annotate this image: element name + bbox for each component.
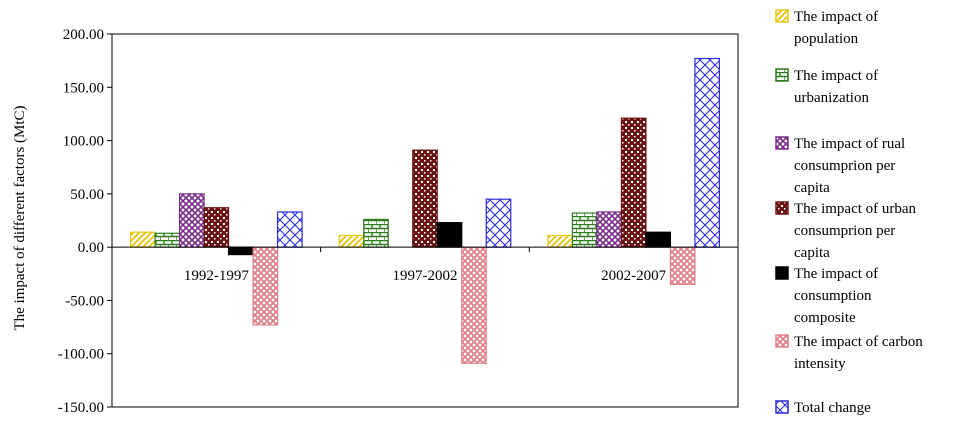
legend-label: composite [794, 310, 856, 326]
legend-label: The impact of [794, 9, 878, 25]
bar [129, 231, 156, 248]
legend-label: consumprion per [794, 158, 895, 174]
y-tick-label: 50.00 [70, 187, 104, 203]
bar [461, 246, 487, 364]
legend-item: The impact of population [775, 9, 878, 47]
legend-swatch [775, 68, 789, 82]
y-tick-label: -100.00 [58, 347, 104, 363]
legend-label: consumption [794, 288, 872, 304]
legend-label: The impact of [794, 68, 878, 84]
legend-label: consumprion per [794, 223, 895, 239]
legend-swatch [775, 266, 789, 280]
legend-swatch [775, 400, 789, 414]
legend-item: The impact of carbon intensity [775, 334, 923, 372]
bar [338, 234, 365, 248]
axes [107, 33, 739, 408]
legend-label: The impact of urban [794, 201, 917, 217]
legend-swatch [775, 136, 789, 150]
bar [178, 193, 205, 248]
legend: The impact of population The impact of urba… [775, 9, 923, 416]
legend-label: intensity [794, 356, 846, 372]
legend-item: The impact of urban consumprion per capita [775, 201, 917, 261]
bar [694, 57, 721, 248]
plot-border [111, 33, 739, 408]
y-tick-label: 100.00 [63, 134, 104, 150]
legend-label: The impact of rual [794, 136, 905, 152]
legend-label: capita [794, 180, 830, 196]
x-tick-label: 1997-2002 [393, 268, 458, 284]
y-tick-label: 150.00 [63, 80, 104, 96]
bar [363, 218, 389, 248]
plot-area [111, 33, 739, 408]
y-axis-label: The impact of different factors (MtC) [12, 105, 28, 330]
bar [252, 246, 279, 326]
x-tick-label: 2002-2007 [601, 268, 666, 284]
bar [669, 246, 696, 286]
legend-swatch [775, 334, 789, 348]
bar [203, 207, 230, 248]
y-tick-label: -150.00 [58, 400, 104, 416]
y-tick-label: 200.00 [63, 27, 104, 43]
bar [645, 231, 672, 248]
legend-label: The impact of [794, 266, 878, 282]
legend-label: capita [794, 245, 830, 261]
legend-label: population [794, 31, 859, 47]
bar [620, 117, 647, 248]
legend-label: urbanization [794, 90, 869, 106]
bar [276, 211, 303, 248]
legend-swatch [775, 201, 789, 215]
bar [571, 212, 598, 248]
legend-item: The impact of consumption composite [775, 266, 878, 326]
bars [129, 57, 721, 364]
bar [154, 232, 181, 248]
legend-item: Total change [775, 400, 871, 416]
bar [547, 234, 574, 248]
labels: -150.00 -100.00 -50.00 0.00 50.00 100.00 150.0… [58, 27, 667, 416]
legend-label: Total change [794, 400, 871, 416]
legend-label: The impact of carbon [794, 334, 923, 350]
legend-swatch [775, 9, 789, 23]
bar [485, 198, 512, 248]
y-tick-label: -50.00 [65, 293, 104, 309]
bar [596, 211, 623, 248]
bar [412, 149, 438, 248]
legend-item: The impact of urbanization [775, 68, 878, 106]
x-tick-label: 1992-1997 [184, 268, 249, 284]
bar [227, 246, 254, 256]
legend-item: The impact of rual consumprion per capita [775, 136, 905, 196]
bar [436, 222, 463, 248]
y-tick-label: 0.00 [78, 240, 104, 256]
